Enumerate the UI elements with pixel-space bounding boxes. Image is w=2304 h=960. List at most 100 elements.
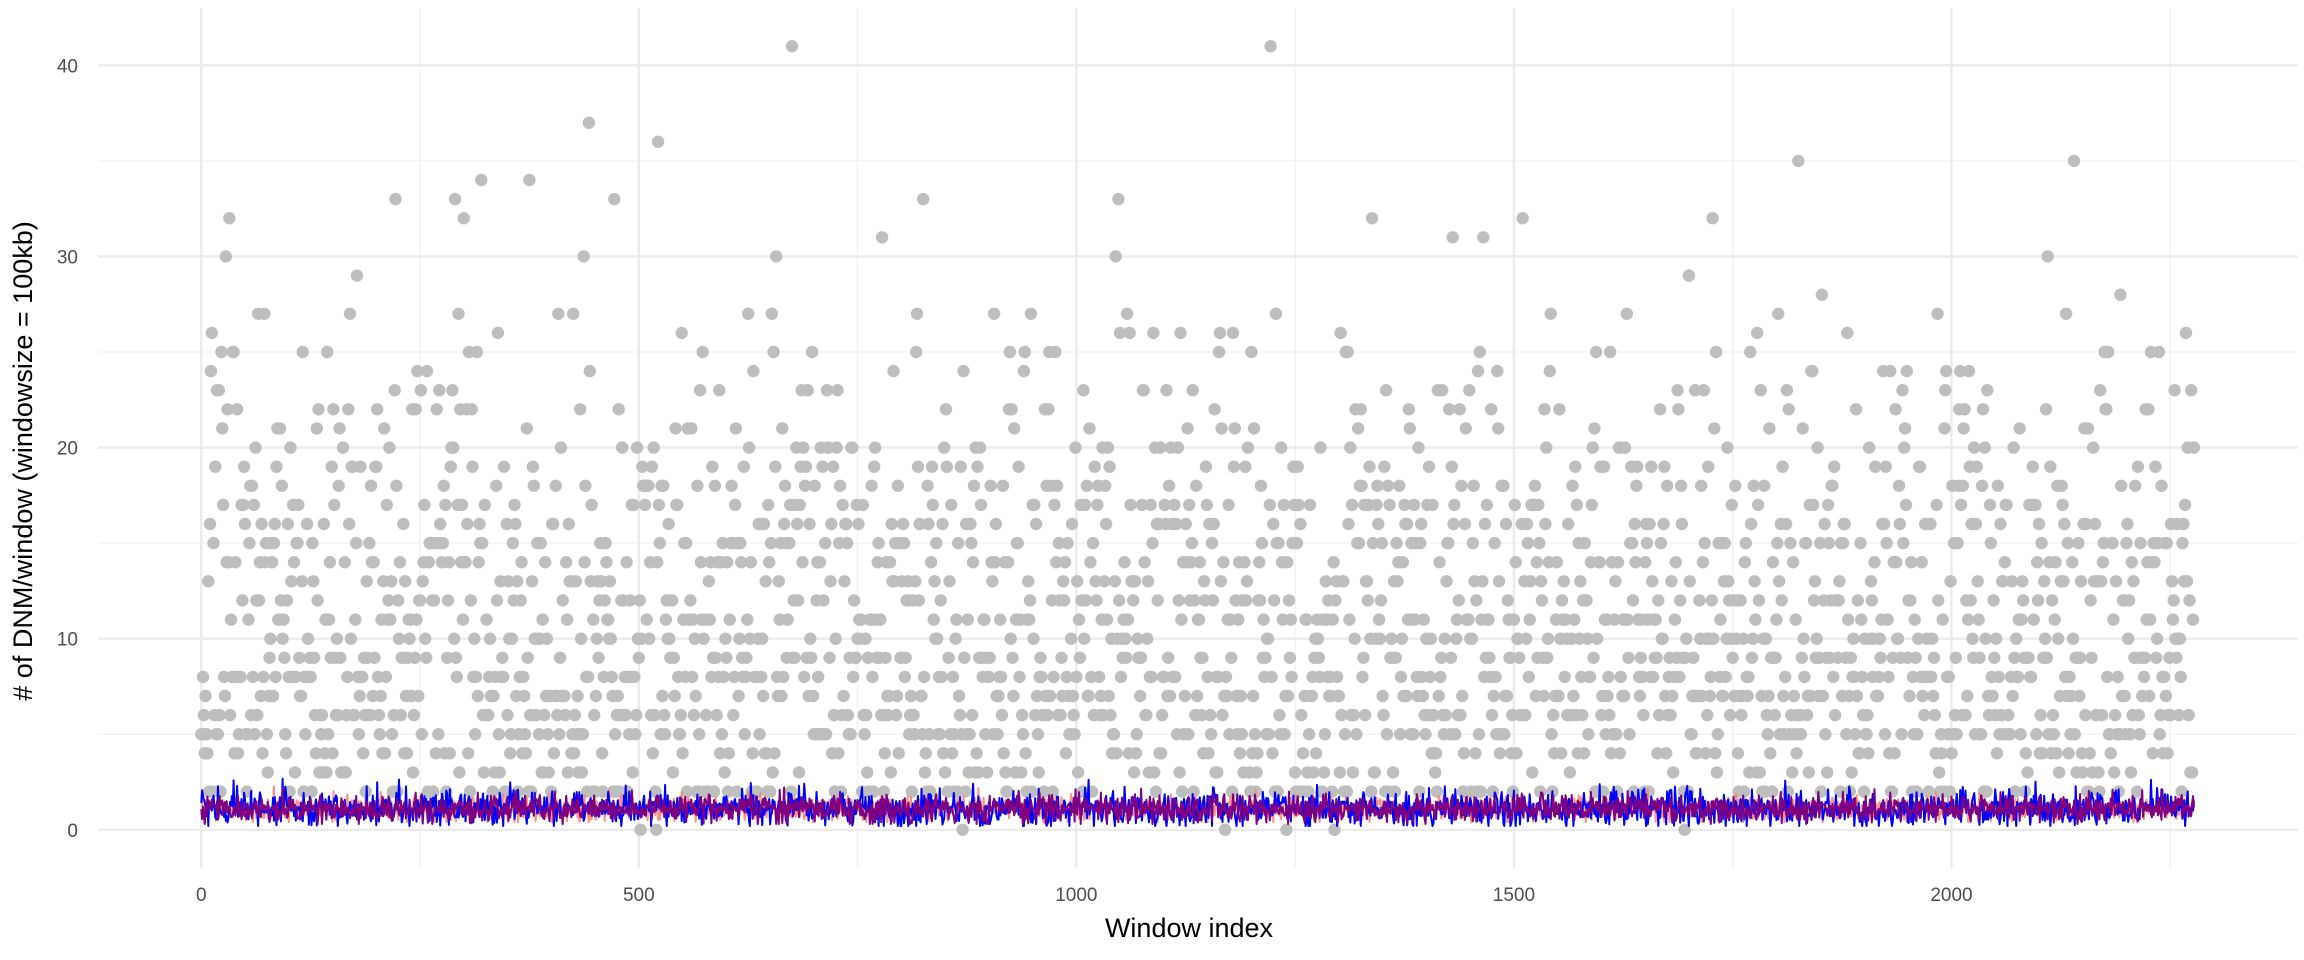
- data-point: [487, 689, 500, 703]
- data-point: [2021, 766, 2034, 779]
- data-point: [2084, 594, 2097, 607]
- data-point: [738, 728, 751, 741]
- data-point: [1855, 613, 1868, 626]
- data-point: [295, 575, 309, 588]
- data-point: [2067, 154, 2081, 168]
- data-point: [742, 441, 756, 454]
- data-point: [327, 403, 340, 416]
- data-point: [2063, 670, 2076, 684]
- data-point: [1597, 460, 1611, 473]
- data-point: [2173, 632, 2187, 645]
- data-point: [1326, 613, 1340, 626]
- data-point: [1916, 689, 1929, 703]
- data-point: [1528, 479, 1542, 492]
- data-point: [1981, 384, 1994, 397]
- data-point: [1285, 670, 1298, 684]
- data-point: [1352, 536, 1366, 550]
- data-point: [364, 708, 377, 722]
- data-point: [626, 766, 639, 779]
- data-point: [1378, 460, 1391, 473]
- data-point: [1407, 498, 1421, 512]
- data-point: [473, 517, 486, 531]
- data-point: [1390, 536, 1403, 550]
- data-point: [2108, 708, 2122, 722]
- data-point: [392, 594, 405, 607]
- data-point: [1593, 556, 1606, 569]
- data-point: [2143, 613, 2157, 626]
- data-point: [840, 536, 854, 550]
- data-point: [520, 422, 533, 435]
- data-point: [1472, 728, 1486, 741]
- data-point: [1666, 689, 1679, 703]
- data-point: [1448, 498, 1461, 512]
- data-point: [1944, 575, 1957, 588]
- data-point: [277, 613, 290, 626]
- data-point: [1205, 536, 1219, 550]
- data-point: [1821, 766, 1834, 779]
- data-point: [219, 250, 232, 263]
- data-point: [1273, 708, 1286, 722]
- data-point: [978, 613, 991, 626]
- data-point: [742, 307, 755, 320]
- data-point: [1491, 364, 1504, 378]
- data-point: [1445, 460, 1459, 473]
- data-point: [1084, 556, 1097, 569]
- data-point: [1368, 766, 1382, 779]
- data-point: [547, 747, 561, 760]
- data-point: [710, 708, 723, 722]
- data-point: [1265, 670, 1278, 684]
- data-point: [1344, 441, 1357, 454]
- data-point: [542, 766, 555, 779]
- data-point: [1550, 556, 1564, 569]
- data-point: [859, 632, 872, 645]
- data-point: [1008, 422, 1021, 435]
- data-point: [1702, 460, 1715, 473]
- data-point: [757, 517, 771, 531]
- data-point: [911, 460, 925, 473]
- data-point: [984, 479, 997, 492]
- data-point: [441, 594, 455, 607]
- data-point: [1107, 728, 1121, 741]
- data-point: [667, 651, 680, 664]
- data-point: [1844, 651, 1858, 664]
- data-point: [409, 403, 422, 416]
- data-point: [1939, 384, 1952, 397]
- data-point: [292, 498, 305, 512]
- data-point: [759, 575, 772, 588]
- data-point: [844, 728, 857, 741]
- data-point: [801, 384, 814, 397]
- data-point: [480, 613, 493, 626]
- data-point: [1127, 594, 1140, 607]
- data-point: [1577, 747, 1591, 760]
- data-point: [946, 670, 960, 684]
- data-point: [245, 479, 259, 492]
- data-point: [496, 651, 509, 664]
- data-point: [612, 403, 625, 416]
- data-point: [2157, 670, 2171, 684]
- data-point: [1956, 479, 1970, 492]
- data-point: [392, 632, 406, 645]
- data-point: [1821, 498, 1835, 512]
- data-point: [553, 651, 567, 664]
- data-point: [1862, 747, 1875, 760]
- data-point: [899, 651, 912, 664]
- data-point: [363, 536, 376, 550]
- x-tick-label: 1500: [1493, 885, 1535, 906]
- data-point: [763, 556, 776, 569]
- data-point: [288, 766, 302, 779]
- data-point: [2083, 747, 2096, 760]
- data-point: [223, 708, 237, 722]
- data-point: [1808, 575, 1822, 588]
- data-point: [1065, 517, 1079, 531]
- data-point: [1936, 613, 1949, 626]
- data-point: [1570, 498, 1584, 512]
- data-point: [527, 479, 540, 492]
- data-point: [1796, 422, 1809, 435]
- data-point: [1192, 613, 1206, 626]
- data-point: [1319, 575, 1333, 588]
- data-point: [935, 670, 948, 684]
- data-point: [1354, 403, 1368, 416]
- data-point: [628, 670, 641, 684]
- data-point: [915, 689, 928, 703]
- data-point: [420, 651, 433, 664]
